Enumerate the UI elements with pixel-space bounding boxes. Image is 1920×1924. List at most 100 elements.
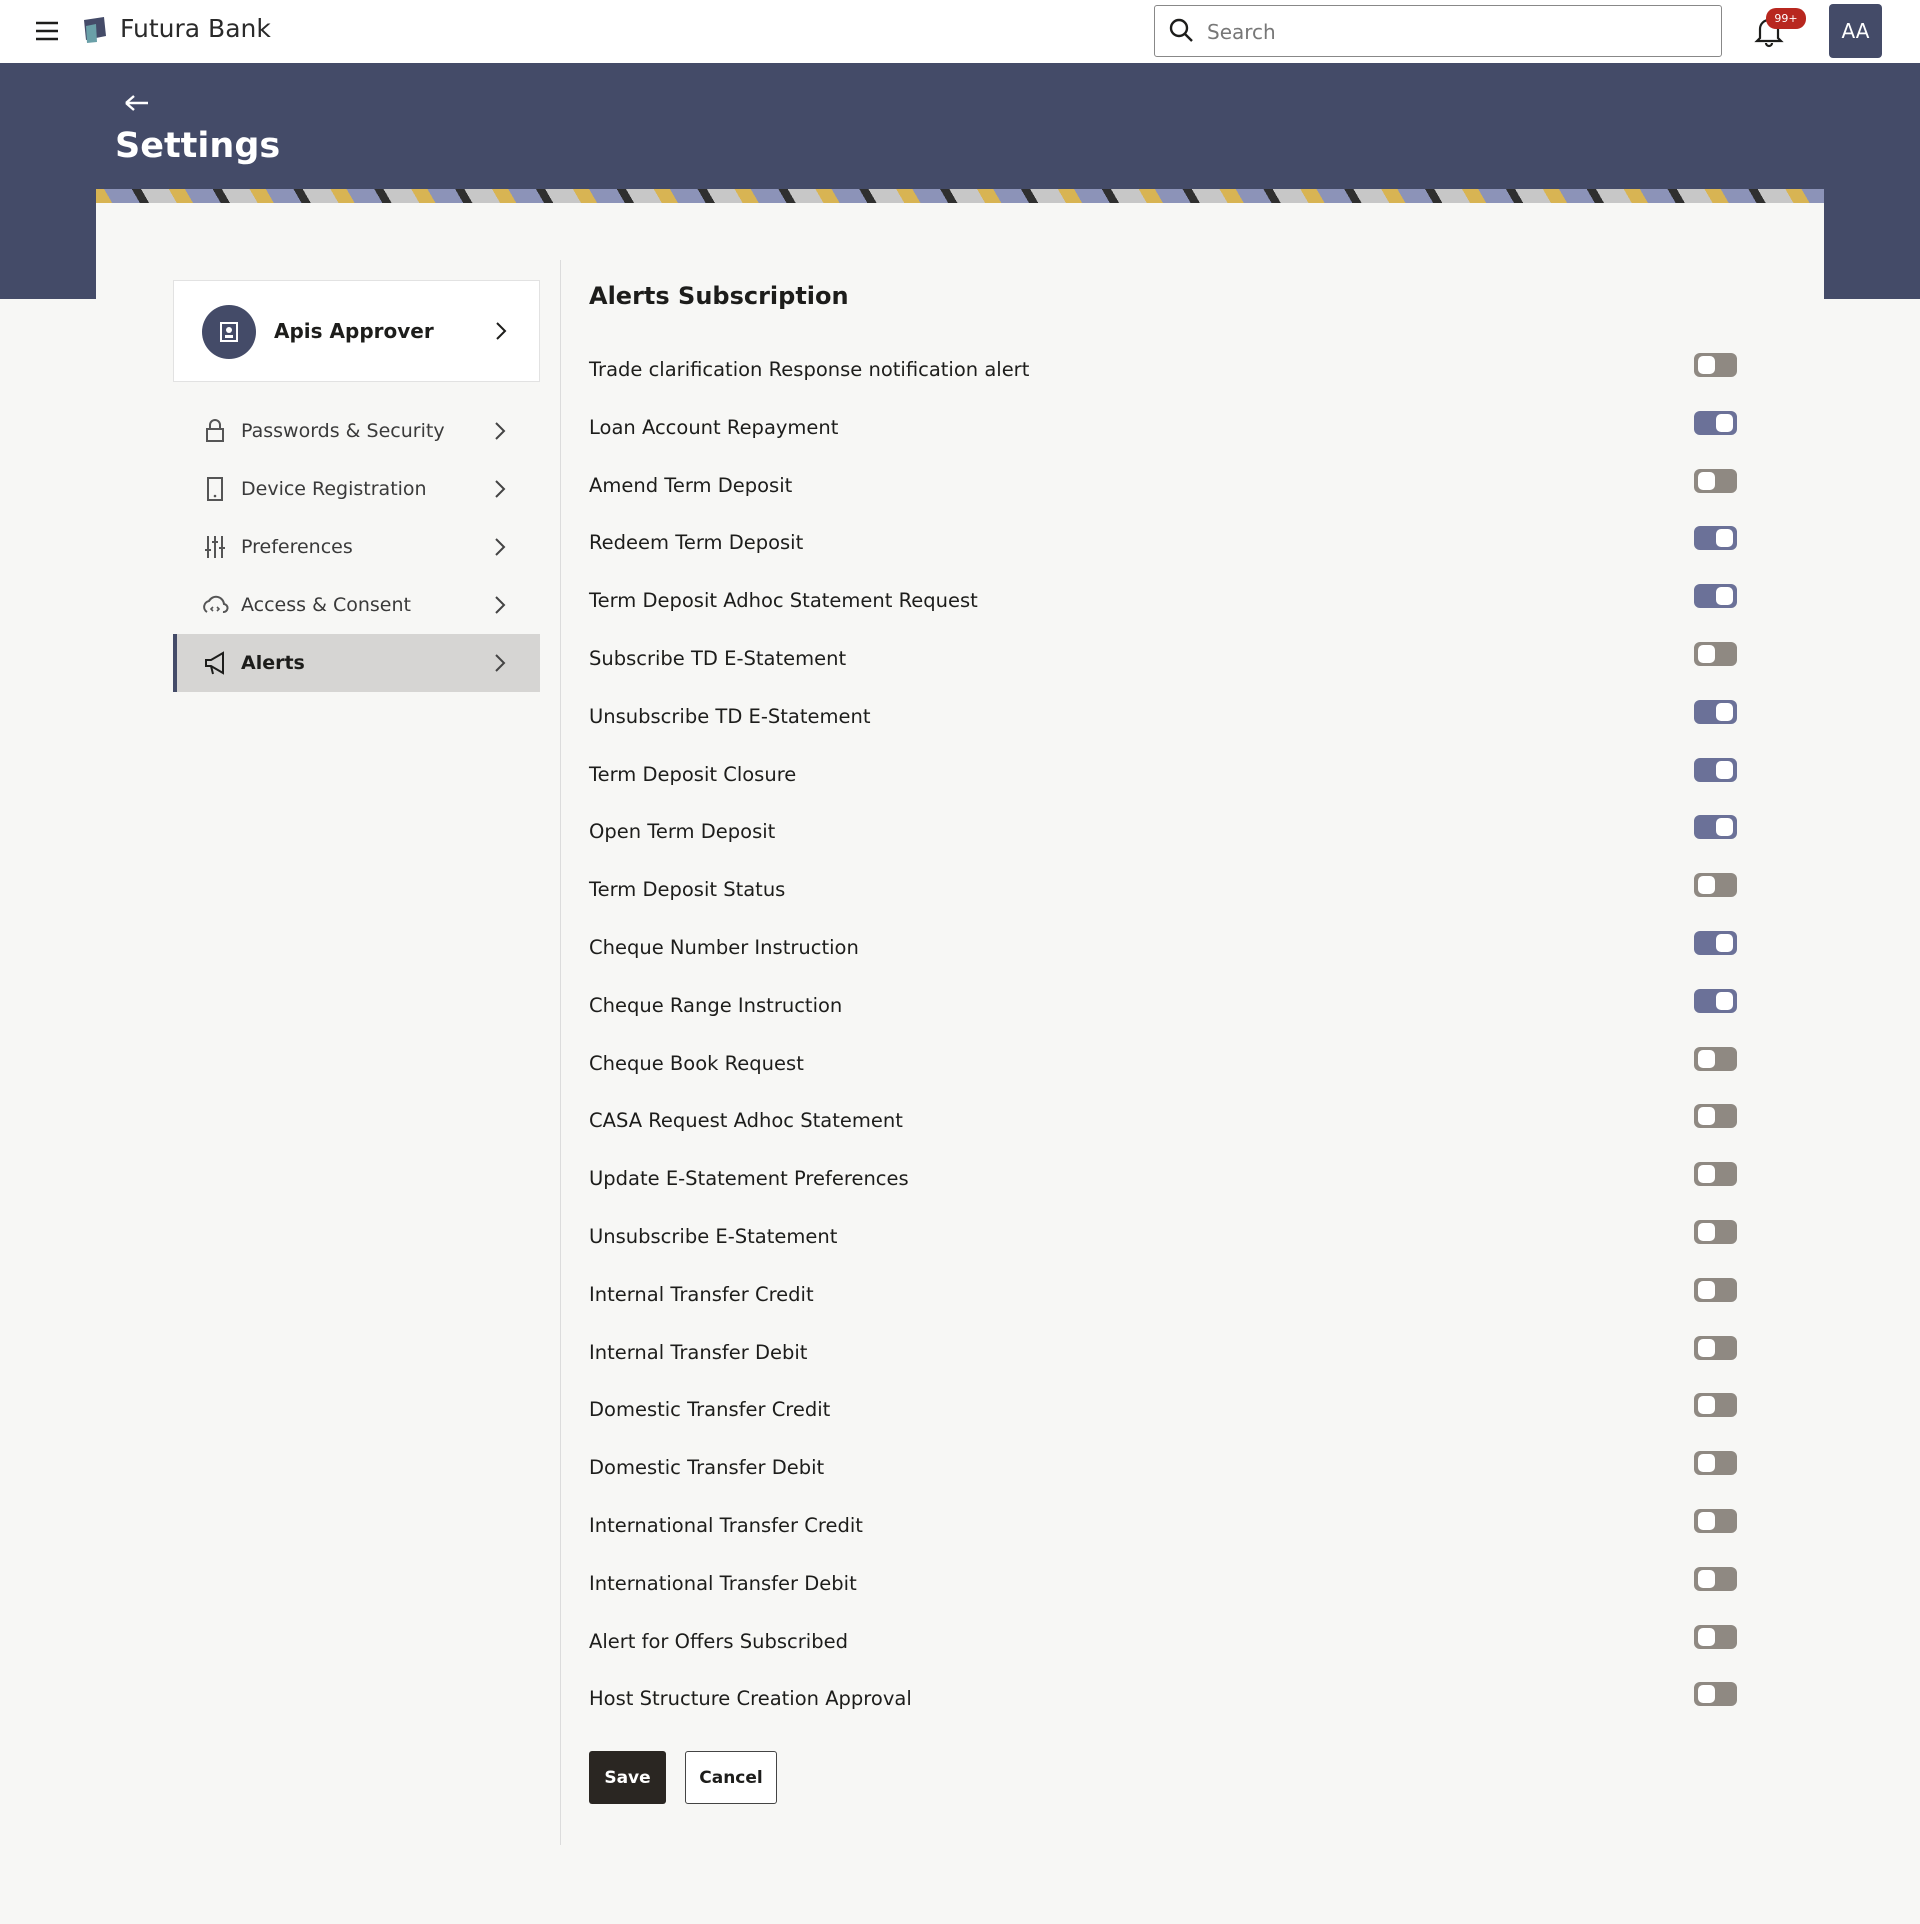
toggle[interactable] <box>1694 699 1737 724</box>
top-bar: Futura Bank Search 99+ AA <box>0 0 1920 64</box>
menu-icon <box>206 419 224 442</box>
menu-label: Passwords & Security <box>241 420 445 442</box>
menu-label: Access & Consent <box>241 594 411 616</box>
menu-item[interactable]: Device Registration <box>173 460 540 518</box>
toggle-knob <box>1698 1396 1715 1415</box>
toggle-knob <box>1698 876 1715 895</box>
menu-icon <box>205 651 224 675</box>
menu-icon[interactable] <box>34 18 60 44</box>
toggle-knob <box>1716 934 1733 952</box>
alert-label: Alert for Offers Subscribed <box>589 1629 848 1653</box>
toggle[interactable] <box>1694 468 1737 493</box>
alert-label: Loan Account Repayment <box>589 415 839 439</box>
toggle-knob <box>1698 1627 1715 1646</box>
chevron <box>495 596 506 614</box>
toggle[interactable] <box>1694 1393 1737 1418</box>
toggle[interactable] <box>1694 353 1737 377</box>
profile-name: Apis Approver <box>274 319 434 343</box>
toggle-knob <box>1698 1685 1715 1704</box>
toggle[interactable] <box>1694 1046 1737 1071</box>
toggle-knob <box>1698 1569 1715 1588</box>
chevron <box>496 322 507 340</box>
toggle-knob <box>1698 356 1715 374</box>
toggle-knob <box>1698 1049 1715 1068</box>
toggle-knob <box>1716 702 1733 721</box>
save-button[interactable]: Save <box>589 1751 666 1804</box>
toggle[interactable] <box>1694 1509 1737 1533</box>
profile-card[interactable]: Apis Approver <box>173 280 540 382</box>
search-icon <box>1169 18 1193 42</box>
alert-label: Trade clarification Response notificatio… <box>589 358 1030 381</box>
chevron <box>495 480 506 498</box>
menu-item[interactable]: Alerts <box>173 634 540 692</box>
toggle-knob <box>1698 1338 1715 1357</box>
toggle-knob <box>1698 1454 1715 1473</box>
menu-item[interactable]: Access & Consent <box>173 576 540 634</box>
alert-label: Cheque Number Instruction <box>589 936 859 959</box>
toggle[interactable] <box>1694 410 1737 435</box>
toggle[interactable] <box>1694 1335 1737 1360</box>
chevron <box>495 422 506 440</box>
alert-label: International Transfer Debit <box>589 1571 857 1595</box>
section-title: Alerts Subscription <box>589 282 849 310</box>
menu-label: Preferences <box>241 536 353 558</box>
toggle-knob <box>1716 529 1733 548</box>
toggle[interactable] <box>1694 931 1737 955</box>
alert-label: CASA Request Adhoc Statement <box>589 1109 903 1133</box>
chevron <box>495 538 506 556</box>
menu-item[interactable]: Preferences <box>173 518 540 576</box>
toggle-knob <box>1698 1223 1715 1241</box>
notification-badge: 99+ <box>1766 8 1806 29</box>
alert-label: Redeem Term Deposit <box>589 531 804 555</box>
brand: Futura Bank <box>120 14 271 43</box>
alert-label: Domestic Transfer Debit <box>589 1456 825 1480</box>
toggle[interactable] <box>1694 1451 1737 1476</box>
toggle[interactable] <box>1694 584 1737 609</box>
toggle[interactable] <box>1694 1277 1737 1302</box>
menu-icon <box>205 536 225 558</box>
alert-label: Open Term Deposit <box>589 820 776 844</box>
toggle-knob <box>1716 587 1733 606</box>
toggle[interactable] <box>1694 873 1737 898</box>
toggle-knob <box>1698 1165 1715 1184</box>
toggle[interactable] <box>1694 526 1737 551</box>
logo <box>84 17 106 43</box>
toggle[interactable] <box>1694 1104 1737 1129</box>
cancel-button[interactable]: Cancel <box>685 1751 777 1804</box>
toggle-knob <box>1716 991 1733 1010</box>
menu-label: Alerts <box>241 652 305 674</box>
toggle-knob <box>1698 1107 1715 1126</box>
menu-label: Device Registration <box>241 478 427 500</box>
divider <box>560 260 561 1845</box>
alert-label: Domestic Transfer Credit <box>589 1398 831 1422</box>
toggle[interactable] <box>1694 988 1737 1013</box>
menu-icon <box>207 477 223 501</box>
toggle[interactable] <box>1694 1682 1737 1707</box>
menu-item[interactable]: Passwords & Security <box>173 402 540 460</box>
avatar[interactable]: AA <box>1829 4 1882 58</box>
toggle-knob <box>1716 413 1733 432</box>
toggle[interactable] <box>1694 1162 1737 1187</box>
toggle[interactable] <box>1694 757 1737 782</box>
page-title: Settings <box>115 126 281 166</box>
chevron <box>495 654 506 672</box>
toggle[interactable] <box>1694 1220 1737 1244</box>
search-placeholder: Search <box>1207 20 1276 44</box>
toggle-knob <box>1698 645 1715 663</box>
alert-label: International Transfer Credit <box>589 1514 863 1537</box>
toggle[interactable] <box>1694 642 1737 666</box>
toggle-knob <box>1698 471 1715 490</box>
alert-label: Term Deposit Closure <box>589 762 797 786</box>
alert-label: Cheque Book Request <box>589 1051 804 1075</box>
settings-card <box>96 189 1824 1924</box>
toggle[interactable] <box>1694 1566 1737 1591</box>
alert-label: Subscribe TD E-Statement <box>589 647 847 670</box>
toggle[interactable] <box>1694 1624 1737 1649</box>
back-arrow[interactable] <box>122 92 150 114</box>
toggle[interactable] <box>1694 815 1737 840</box>
menu-icon <box>203 595 229 613</box>
decor-strip <box>96 189 1824 203</box>
search-box[interactable]: Search <box>1154 5 1722 57</box>
profile-icon <box>202 305 256 359</box>
